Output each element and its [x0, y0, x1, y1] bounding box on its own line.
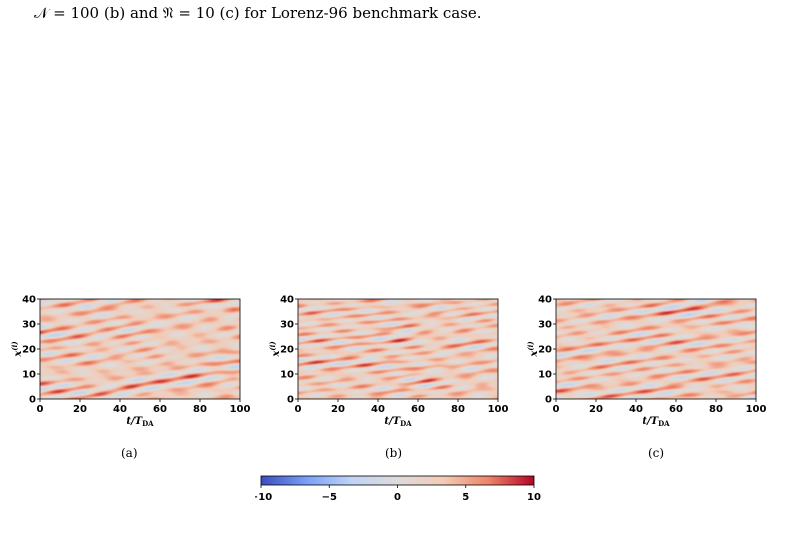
- panel-label-c: (c): [648, 446, 665, 460]
- x-tick-label: 60: [411, 404, 425, 415]
- x-axis-label: t/TDA: [126, 416, 154, 428]
- x-tick-label: 20: [331, 404, 345, 415]
- y-tick-label: 10: [538, 370, 552, 381]
- colorbar-tick-label: 10: [527, 492, 541, 503]
- x-tick-label: 60: [669, 404, 683, 415]
- caption-text: 𝒩 = 100 (b) and 𝔑 = 10 (c) for Lorenz-96…: [34, 4, 482, 22]
- y-tick-label: 20: [538, 345, 552, 356]
- x-tick-label: 60: [153, 404, 167, 415]
- y-tick-label: 10: [280, 370, 294, 381]
- y-tick-label: 30: [22, 320, 36, 331]
- x-tick-label: 40: [371, 404, 385, 415]
- x-tick-label: 0: [295, 404, 302, 415]
- heatmap-field: [556, 299, 756, 399]
- y-tick-label: 10: [22, 370, 36, 381]
- x-tick-label: 40: [113, 404, 127, 415]
- y-tick-label: 0: [545, 395, 552, 406]
- panel-label-a: (a): [121, 446, 138, 460]
- x-tick-label: 20: [589, 404, 603, 415]
- x-tick-label: 100: [488, 404, 509, 415]
- heatmap-panel-a: 0 20 40 60 80 100 0 10 20 30 40 t/TDA x(i): [10, 290, 261, 430]
- y-tick-label: 30: [280, 320, 294, 331]
- y-tick-label: 40: [538, 295, 552, 306]
- colorbar-tick-label: −5: [322, 492, 337, 503]
- y-tick-label: 30: [538, 320, 552, 331]
- y-tick-label: 0: [29, 395, 36, 406]
- colorbar-tick-label: −10: [255, 492, 272, 503]
- colorbar-svg: −10 −5 0 5 10: [250, 475, 541, 503]
- x-tick-label: 20: [73, 404, 87, 415]
- x-tick-label: 80: [193, 404, 207, 415]
- y-tick-label: 20: [22, 345, 36, 356]
- colorbar-tick-label: 0: [394, 492, 401, 503]
- heatmap-panel-b: 0 20 40 60 80 100 0 10 20 30 40 t/TDA x(i): [268, 290, 519, 430]
- figure-caption: 𝒩 = 100 (b) and 𝔑 = 10 (c) for Lorenz-96…: [34, 4, 482, 22]
- colorbar-gradient: [260, 475, 535, 486]
- x-tick-label: 80: [451, 404, 465, 415]
- x-tick-label: 80: [709, 404, 723, 415]
- y-tick-label: 40: [280, 295, 294, 306]
- y-tick-label: 20: [280, 345, 294, 356]
- y-tick-label: 40: [22, 295, 36, 306]
- heatmap-field: [40, 299, 240, 399]
- x-axis-label: t/TDA: [384, 416, 412, 428]
- heatmap-panel-c: 0 20 40 60 80 100 0 10 20 30 40 t/TDA x(i): [526, 290, 777, 430]
- x-tick-label: 0: [553, 404, 560, 415]
- colorbar: −10 −5 0 5 10: [250, 474, 545, 514]
- heatmap-field: [298, 299, 498, 399]
- x-tick-label: 100: [230, 404, 251, 415]
- x-axis-label: t/TDA: [642, 416, 670, 428]
- x-tick-label: 40: [629, 404, 643, 415]
- y-tick-label: 0: [287, 395, 294, 406]
- x-tick-label: 100: [746, 404, 767, 415]
- x-tick-label: 0: [37, 404, 44, 415]
- colorbar-tick-label: 5: [462, 492, 469, 503]
- panel-label-b: (b): [385, 446, 403, 460]
